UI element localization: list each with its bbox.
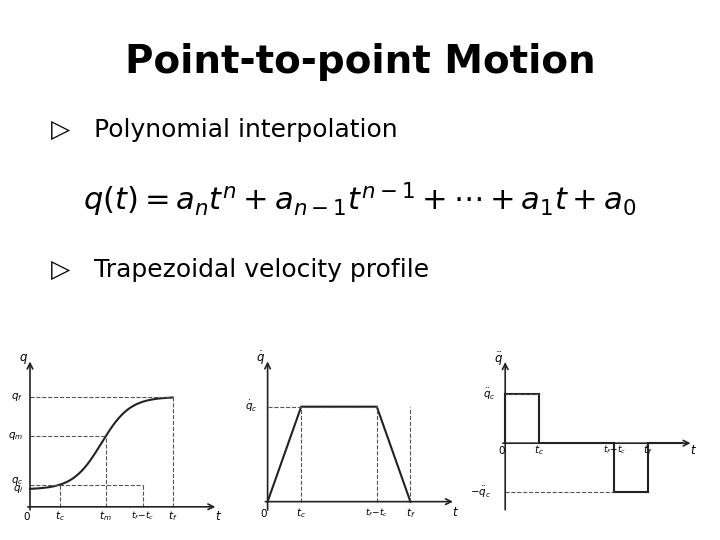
Text: $t_f$: $t_f$ [168,509,178,523]
Text: $q_m$: $q_m$ [8,430,23,442]
Text: $t_m$: $t_m$ [99,509,112,523]
Text: $t_f\!-\!t_c$: $t_f\!-\!t_c$ [131,510,154,522]
Text: $\ddot{q}_c$: $\ddot{q}_c$ [482,387,495,402]
Text: ▷: ▷ [50,118,70,141]
Text: $t$: $t$ [215,510,222,523]
Text: $\ddot{q}$: $\ddot{q}$ [494,350,503,368]
Text: $\dot{q}$: $\dot{q}$ [256,350,266,367]
Text: $t_f$: $t_f$ [405,506,415,519]
Text: Trapezoidal velocity profile: Trapezoidal velocity profile [94,258,428,282]
Text: $t_f\!-\!t_c$: $t_f\!-\!t_c$ [365,507,388,519]
Text: $t_f$: $t_f$ [643,443,653,457]
Text: Point-to-point Motion: Point-to-point Motion [125,43,595,81]
Text: $0$: $0$ [498,444,505,456]
Text: $0$: $0$ [23,510,30,522]
Text: $t$: $t$ [690,444,697,457]
Text: $q_i$: $q_i$ [13,483,23,496]
Text: $0$: $0$ [261,507,268,519]
Text: $\dot{q}_c$: $\dot{q}_c$ [245,399,258,414]
Text: $t_c$: $t_c$ [534,443,544,457]
Text: $q$: $q$ [19,352,28,366]
Text: $q_c$: $q_c$ [11,475,23,487]
Text: $q_f$: $q_f$ [12,391,23,403]
Text: $t$: $t$ [452,507,459,519]
Text: $-\ddot{q}_c$: $-\ddot{q}_c$ [470,485,492,500]
Text: $q(t) = a_n t^n + a_{n-1} t^{n-1} + \cdots + a_1 t + a_0$: $q(t) = a_n t^n + a_{n-1} t^{n-1} + \cdo… [84,180,636,219]
Text: ▷: ▷ [50,258,70,282]
Text: $t_c$: $t_c$ [296,506,306,519]
Text: $t_f\!-\!t_c$: $t_f\!-\!t_c$ [603,444,626,456]
Text: $t_c$: $t_c$ [55,509,66,523]
Text: Polynomial interpolation: Polynomial interpolation [94,118,397,141]
